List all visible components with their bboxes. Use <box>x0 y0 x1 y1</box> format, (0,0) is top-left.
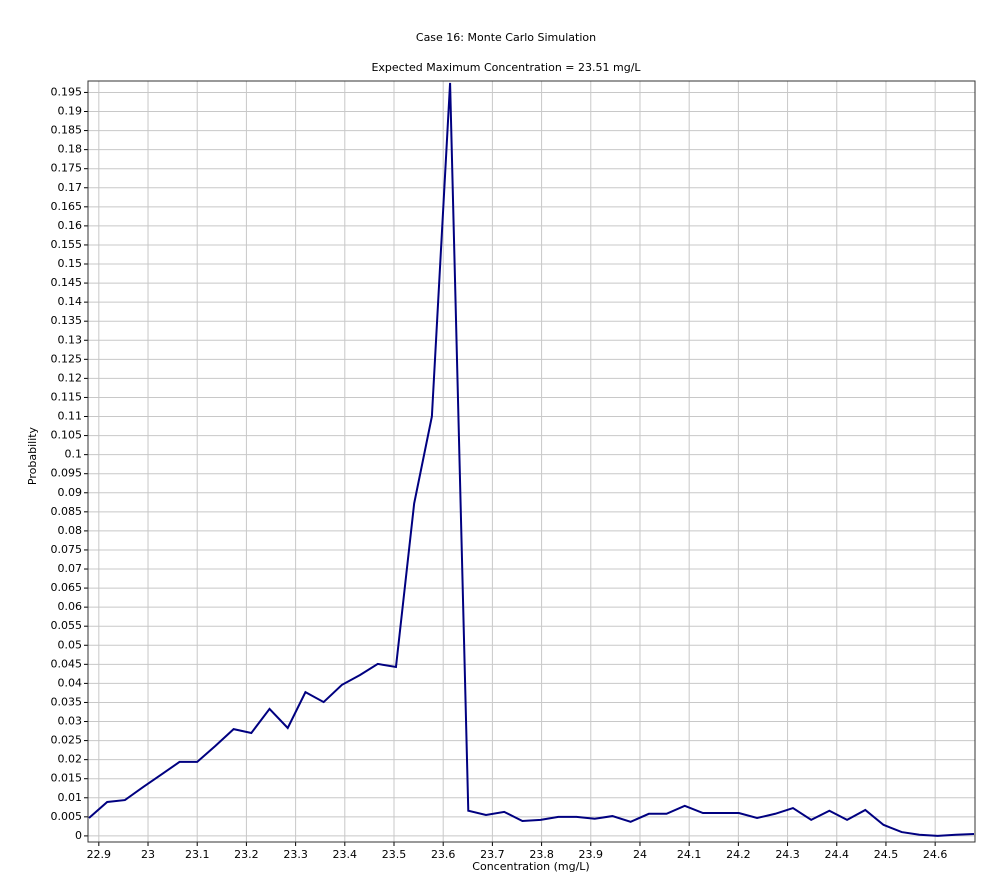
y-tick-label: 0.055 <box>51 619 83 632</box>
y-tick-label: 0.045 <box>51 657 83 670</box>
x-tick-label: 24.3 <box>775 848 800 861</box>
chart-title: Case 16: Monte Carlo Simulation <box>416 31 596 44</box>
y-tick-label: 0.16 <box>58 219 83 232</box>
y-tick-label: 0.175 <box>51 162 83 175</box>
y-tick-label: 0.025 <box>51 734 83 747</box>
x-tick-label: 24.2 <box>726 848 751 861</box>
x-tick-label: 23.4 <box>333 848 358 861</box>
y-tick-label: 0.01 <box>58 791 83 804</box>
y-tick-label: 0.065 <box>51 581 83 594</box>
y-tick-label: 0.185 <box>51 124 83 137</box>
y-tick-label: 0 <box>75 829 82 842</box>
y-tick-label: 0.18 <box>58 143 83 156</box>
y-tick-label: 0.125 <box>51 352 83 365</box>
y-tick-label: 0.14 <box>58 295 83 308</box>
y-tick-label: 0.11 <box>58 410 83 423</box>
y-tick-label: 0.19 <box>58 105 83 118</box>
x-tick-label: 23.5 <box>382 848 407 861</box>
y-tick-label: 0.03 <box>58 715 83 728</box>
x-tick-label: 24 <box>633 848 647 861</box>
y-tick-label: 0.17 <box>58 181 83 194</box>
y-tick-label: 0.07 <box>58 562 83 575</box>
y-tick-label: 0.155 <box>51 238 83 251</box>
y-tick-label: 0.02 <box>58 753 83 766</box>
x-tick-label: 23.3 <box>283 848 308 861</box>
x-tick-label: 23.6 <box>431 848 456 861</box>
y-tick-label: 0.13 <box>58 333 83 346</box>
y-tick-label: 0.12 <box>58 371 83 384</box>
x-tick-label: 22.9 <box>87 848 112 861</box>
y-tick-label: 0.195 <box>51 85 83 98</box>
y-tick-label: 0.015 <box>51 772 83 785</box>
x-tick-label: 24.1 <box>677 848 702 861</box>
x-tick-label: 23.2 <box>234 848 259 861</box>
y-tick-label: 0.05 <box>58 638 83 651</box>
y-tick-label: 0.085 <box>51 505 83 518</box>
x-tick-label: 24.5 <box>874 848 899 861</box>
y-tick-label: 0.04 <box>58 676 83 689</box>
y-tick-label: 0.075 <box>51 543 83 556</box>
chart-subtitle: Expected Maximum Concentration = 23.51 m… <box>371 61 641 74</box>
x-tick-label: 23.9 <box>579 848 604 861</box>
x-tick-label: 23.1 <box>185 848 210 861</box>
y-tick-label: 0.15 <box>58 257 83 270</box>
x-tick-label: 24.4 <box>825 848 850 861</box>
plot-border <box>87 80 976 843</box>
y-tick-label: 0.06 <box>58 600 83 613</box>
y-tick-label: 0.035 <box>51 695 83 708</box>
x-tick-label: 23.7 <box>480 848 505 861</box>
y-tick-label: 0.005 <box>51 810 83 823</box>
x-tick-label: 23.8 <box>529 848 554 861</box>
y-tick-label: 0.145 <box>51 276 83 289</box>
data-line <box>88 82 975 837</box>
y-tick-label: 0.09 <box>58 486 83 499</box>
y-tick-label: 0.105 <box>51 429 83 442</box>
y-tick-label: 0.08 <box>58 524 83 537</box>
x-tick-label: 24.6 <box>923 848 948 861</box>
x-tick-label: 23 <box>141 848 155 861</box>
y-tick-label: 0.135 <box>51 314 83 327</box>
y-tick-label: 0.1 <box>65 448 83 461</box>
y-tick-label: 0.095 <box>51 467 83 480</box>
y-tick-label: 0.165 <box>51 200 83 213</box>
x-axis-label: Concentration (mg/L) <box>472 860 589 873</box>
y-tick-label: 0.115 <box>51 390 83 403</box>
y-axis-label: Probability <box>26 426 39 485</box>
